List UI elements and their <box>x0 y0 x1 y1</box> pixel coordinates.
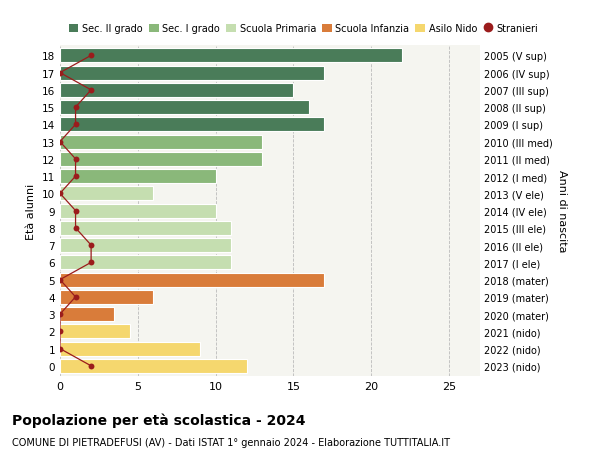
Bar <box>60 342 200 356</box>
Bar <box>60 325 130 339</box>
Bar <box>60 118 325 132</box>
Point <box>55 190 65 197</box>
Bar <box>60 308 115 321</box>
Point <box>55 276 65 284</box>
Point <box>55 139 65 146</box>
Point <box>71 294 80 301</box>
Point <box>86 52 96 60</box>
Point <box>86 87 96 94</box>
Bar <box>60 67 325 80</box>
Point <box>71 121 80 129</box>
Point <box>55 311 65 318</box>
Bar <box>60 221 231 235</box>
Y-axis label: Età alunni: Età alunni <box>26 183 37 239</box>
Bar <box>60 135 262 149</box>
Legend: Sec. II grado, Sec. I grado, Scuola Primaria, Scuola Infanzia, Asilo Nido, Stran: Sec. II grado, Sec. I grado, Scuola Prim… <box>65 20 542 38</box>
Bar <box>60 101 309 115</box>
Bar <box>60 256 231 270</box>
Bar <box>60 204 215 218</box>
Bar <box>60 359 247 373</box>
Point <box>55 345 65 353</box>
Point <box>86 362 96 369</box>
Y-axis label: Anni di nascita: Anni di nascita <box>557 170 567 252</box>
Point <box>86 242 96 249</box>
Point <box>71 207 80 215</box>
Bar <box>60 49 402 63</box>
Point <box>55 328 65 335</box>
Point <box>71 156 80 163</box>
Bar <box>60 273 325 287</box>
Bar <box>60 152 262 167</box>
Point <box>71 224 80 232</box>
Point <box>71 104 80 112</box>
Point <box>86 259 96 266</box>
Point <box>71 173 80 180</box>
Bar <box>60 170 215 184</box>
Text: Popolazione per età scolastica - 2024: Popolazione per età scolastica - 2024 <box>12 413 305 428</box>
Bar <box>60 290 154 304</box>
Bar <box>60 187 154 201</box>
Point <box>55 70 65 77</box>
Text: COMUNE DI PIETRADEFUSI (AV) - Dati ISTAT 1° gennaio 2024 - Elaborazione TUTTITAL: COMUNE DI PIETRADEFUSI (AV) - Dati ISTAT… <box>12 437 450 447</box>
Bar <box>60 239 231 252</box>
Bar <box>60 84 293 98</box>
